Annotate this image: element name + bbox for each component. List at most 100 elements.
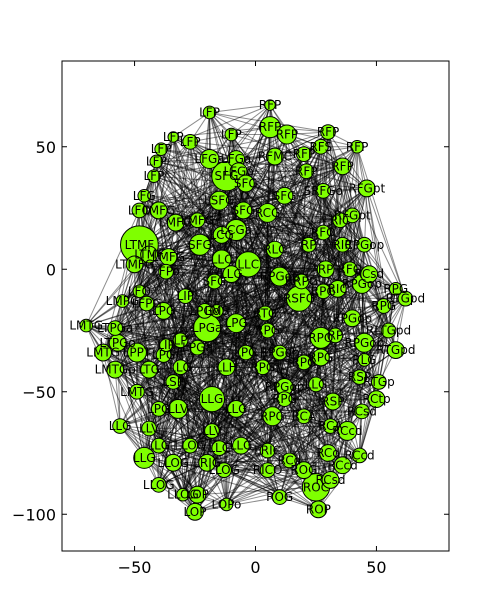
network-node [154,142,168,156]
network-edge [303,362,329,454]
network-node [176,487,190,502]
network-edge [334,335,377,400]
node-label: LTG [138,363,160,377]
network-edge [211,131,329,432]
network-node [172,332,189,349]
network-edge [279,352,377,400]
network-edge [103,347,198,354]
node-label: RSP [348,370,371,384]
network-edge [327,131,341,221]
network-edge [153,175,220,202]
network-edge [158,366,227,446]
node-label: LRIC [254,444,281,458]
network-edge [289,425,331,461]
network-node [115,294,130,308]
network-edge [223,313,266,471]
network-edge [329,335,336,427]
node-label: LFGo [223,164,253,178]
network-node [356,236,373,253]
node-label: LFP [143,169,164,183]
network-edge [163,310,208,463]
network-edge [122,271,167,302]
network-edge [194,352,247,512]
network-edge [320,146,341,221]
network-edge [279,232,324,277]
network-edge [320,146,339,289]
network-edge [284,146,322,387]
network-edge [175,222,237,324]
node-label: RLC [263,243,286,257]
network-edge [122,300,227,368]
network-edge [168,256,285,400]
y-tick-label: 50 [36,138,56,157]
network-node [293,273,310,290]
network-node [367,390,386,409]
network-edge [182,330,269,495]
network-edge [114,153,305,371]
network-node [150,477,167,493]
node-label: RCd [316,446,340,460]
network-edge [225,445,242,505]
network-edge [226,317,353,505]
network-edge [284,195,317,488]
network-edge [235,352,281,410]
network-node [315,183,332,199]
network-edge [267,469,319,510]
network-edge [300,190,324,282]
network-edge [199,244,275,251]
network-edge [286,134,322,338]
node-label: LLG [220,267,243,281]
network-edge [114,254,150,329]
network-edge [136,295,186,353]
network-edge [235,158,324,192]
network-edge [163,298,300,312]
network-edge [279,352,305,471]
network-edge [265,305,384,314]
network-edge [320,269,327,338]
network-edge [138,244,150,429]
network-edge [168,256,268,331]
node-label: RFO [311,226,336,240]
network-edge [136,352,160,410]
network-node [275,186,294,205]
network-edge [172,112,210,138]
network-edge [349,215,353,270]
network-edge [155,161,223,236]
node-label: LFP [163,130,184,144]
network-edge [122,256,169,302]
network-edge [172,288,339,464]
network-edge [189,298,406,447]
node-label: RPG [255,324,280,338]
network-node [112,418,128,434]
network-edge [315,383,377,400]
network-edge [158,209,338,290]
node-label: RFP [259,98,281,112]
network-edge [245,165,343,184]
node-label: RPGop [344,336,384,350]
network-node [140,245,158,264]
network-edge [196,399,213,495]
network-edge [86,325,208,329]
network-edge [235,158,310,246]
network-node [254,359,271,376]
network-edge [279,352,317,385]
network-node [337,421,358,441]
network-edge [173,352,247,383]
network-edge [114,369,213,432]
network-edge [136,271,167,353]
node-label: LTMFG [115,257,154,271]
node-label: LLG [305,377,328,391]
network-edge [339,220,363,285]
network-edge [240,330,269,446]
network-edge [230,273,281,353]
network-edge [146,303,205,312]
network-edge [136,366,227,393]
node-label: RFP [331,159,353,173]
node-label: RPGop [344,238,384,252]
network-edge [221,183,247,236]
network-edge [235,158,370,275]
network-node [219,497,234,512]
network-edge [226,386,285,505]
network-edge [300,131,329,282]
network-edge [165,344,343,466]
